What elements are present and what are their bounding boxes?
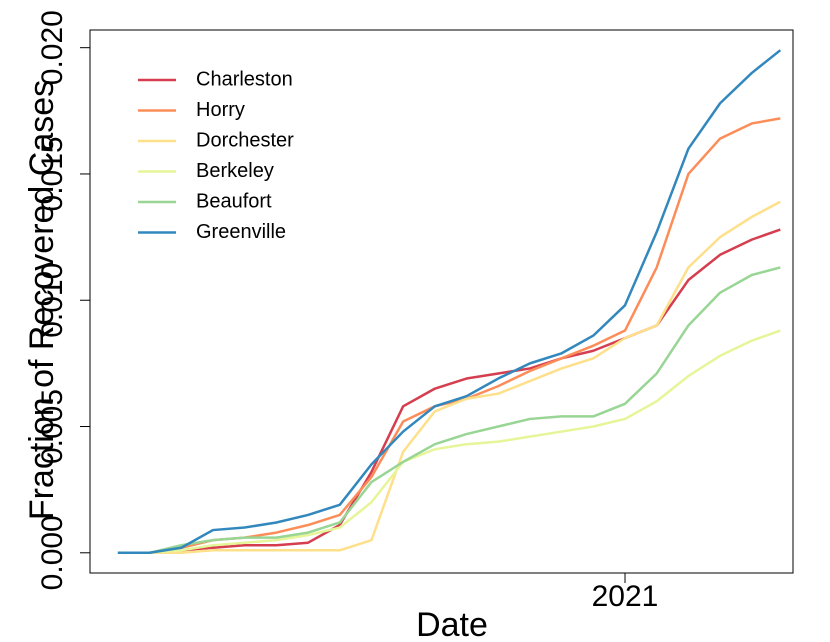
y-tick-label: 0.000 bbox=[36, 515, 69, 590]
legend-label: Dorchester bbox=[196, 129, 294, 151]
y-tick-label: 0.015 bbox=[36, 136, 69, 211]
plot-frame bbox=[89, 29, 794, 574]
legend-label: Greenville bbox=[196, 221, 286, 243]
y-axis-label: Fraction of Recovered Cases bbox=[23, 80, 61, 520]
series-line bbox=[117, 329, 781, 555]
legend-label: Berkeley bbox=[196, 160, 274, 182]
x-tick-label: 2021 bbox=[592, 580, 659, 613]
legend-label: Beaufort bbox=[196, 190, 272, 212]
legend-label: Horry bbox=[196, 99, 245, 121]
legend-label: Charleston bbox=[196, 68, 293, 90]
y-tick-label: 0.020 bbox=[36, 10, 69, 85]
series-line bbox=[117, 228, 781, 555]
y-tick-label: 0.010 bbox=[36, 263, 69, 338]
y-tick-label: 0.005 bbox=[36, 389, 69, 464]
series-line bbox=[117, 200, 781, 555]
x-axis-label: Date bbox=[416, 606, 488, 642]
series-line bbox=[117, 266, 781, 555]
series-line bbox=[117, 49, 782, 555]
